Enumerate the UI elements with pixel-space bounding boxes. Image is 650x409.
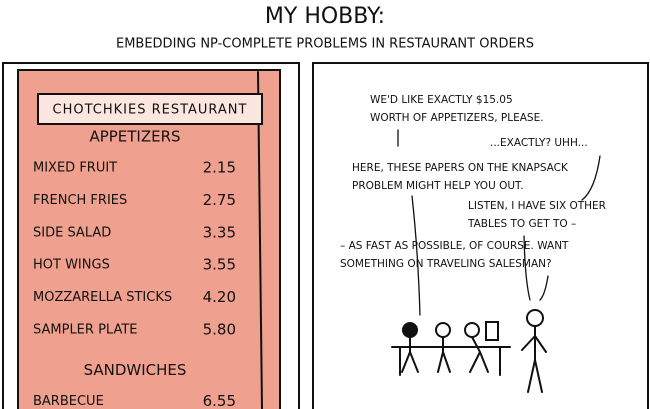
item-price: 2.75	[203, 191, 236, 209]
menu-fold	[257, 71, 263, 409]
menu-card	[17, 69, 281, 409]
name-box	[37, 93, 263, 125]
item-price: 3.55	[203, 256, 236, 274]
item-price: 4.20	[203, 288, 236, 306]
speech-line: – AS FAST AS POSSIBLE, OF COURSE. WANT	[340, 240, 569, 252]
item-name: MOZZARELLA STICKS	[33, 290, 172, 305]
item-name: BARBECUE	[33, 394, 104, 409]
item-name: MIXED FRUIT	[33, 161, 117, 176]
item-name: SIDE SALAD	[33, 225, 111, 240]
item-price: 2.15	[203, 159, 236, 177]
figures	[391, 309, 547, 393]
speech-line: LISTEN, I HAVE SIX OTHER	[468, 200, 606, 212]
section-title: APPETIZERS	[89, 128, 180, 146]
item-name: HOT WINGS	[33, 258, 110, 273]
item-price: 5.80	[203, 321, 236, 339]
left-panel	[2, 62, 300, 409]
item-price: 6.55	[203, 392, 236, 409]
speech-line: WE'D LIKE EXACTLY $15.05	[370, 94, 513, 106]
section-title: SANDWICHES	[84, 361, 187, 379]
restaurant-name: CHOTCHKIES RESTAURANT	[53, 103, 248, 118]
speech-line: ...EXACTLY? UHH...	[490, 137, 588, 149]
title: MY HOBBY:	[265, 4, 385, 29]
right-panel	[312, 62, 649, 409]
item-name: SAMPLER PLATE	[33, 323, 137, 338]
speech-line: HERE, THESE PAPERS ON THE KNAPSACK	[352, 162, 569, 174]
speech-lines	[397, 129, 601, 316]
speech-line: SOMETHING ON TRAVELING SALESMAN?	[340, 258, 552, 270]
speech-line: WORTH OF APPETIZERS, PLEASE.	[370, 112, 544, 124]
item-name: FRENCH FRIES	[33, 193, 127, 208]
speech-line: PROBLEM MIGHT HELP YOU OUT.	[352, 180, 524, 192]
speech-line: TABLES TO GET TO –	[467, 218, 576, 230]
item-price: 3.35	[203, 223, 236, 241]
subtitle: EMBEDDING NP-COMPLETE PROBLEMS IN RESTAU…	[116, 37, 534, 52]
